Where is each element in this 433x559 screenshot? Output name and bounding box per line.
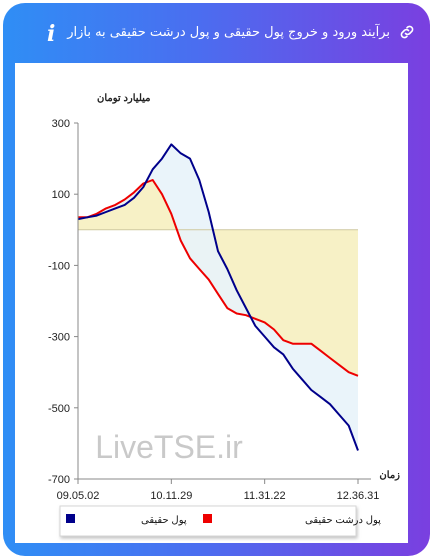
card-title: برآیند ورود و خروج پول حقیقی و پول درشت … [67, 25, 390, 40]
watermark: LiveTSE.ir [95, 429, 243, 465]
legend-swatch-big-real-money [203, 514, 212, 523]
y-tick-label: -100 [48, 260, 70, 272]
legend-label-big-real-money: پول درشت حقیقی [305, 515, 381, 526]
x-tick-label: 10.11.29 [150, 490, 192, 502]
chart-card: i برآیند ورود و خروج پول حقیقی و پول درش… [3, 3, 430, 556]
card-header: i برآیند ورود و خروج پول حقیقی و پول درش… [3, 3, 430, 63]
x-tick-label: 12.36.31 [337, 490, 380, 502]
legend-swatch-real-money [66, 514, 75, 523]
y-tick-label: 300 [52, 118, 70, 130]
x-tick-label: 11.31.22 [244, 490, 286, 502]
y-tick-label: -300 [48, 332, 70, 344]
series-line-big-real-money [78, 179, 359, 377]
y-axis-label: میلیارد تومان [97, 93, 151, 104]
legend: پول حقیقی پول درشت حقیقی [59, 505, 381, 537]
legend-label-real-money: پول حقیقی [141, 515, 187, 526]
x-axis-label: زمان [379, 470, 400, 481]
link-icon[interactable] [398, 23, 416, 41]
y-tick-label: -700 [48, 474, 70, 486]
chart-svg: LiveTSE.ir 300 100 -100 -300 -500 -700 09.05.… [48, 93, 400, 537]
info-icon[interactable]: i [47, 21, 56, 47]
chart-panel: LiveTSE.ir 300 100 -100 -300 -500 -700 09.05.… [15, 63, 408, 543]
x-tick-label: 09.05.02 [57, 490, 100, 502]
series-line-real-money [77, 143, 359, 451]
y-tick-label: 100 [52, 189, 70, 201]
y-tick-label: -500 [48, 403, 70, 415]
